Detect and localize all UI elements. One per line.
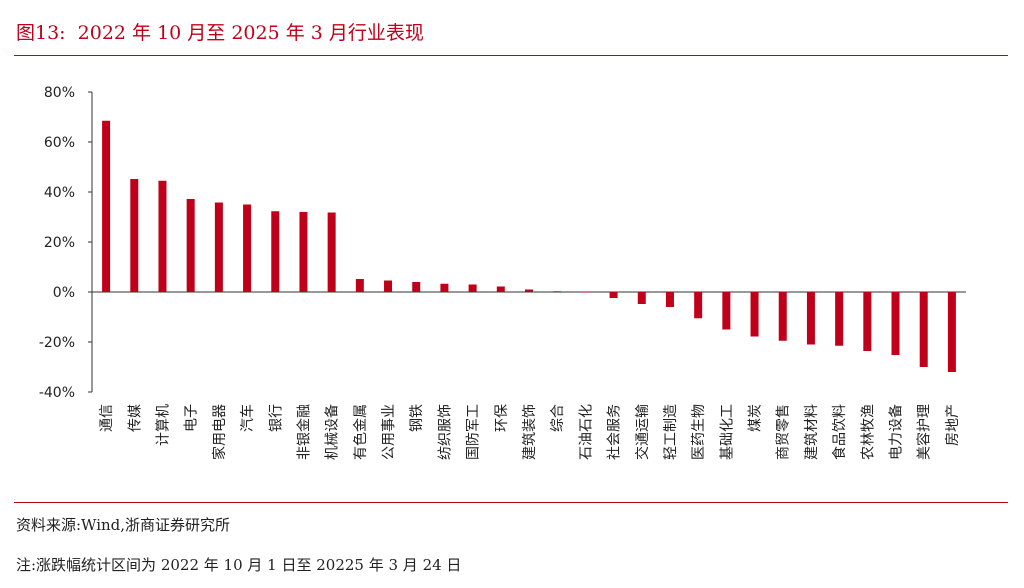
bar [214,202,223,292]
x-tick-label: 轻工制造 [663,404,679,460]
y-tick-label: 20% [44,235,75,251]
x-tick-label: 医药生物 [691,404,707,460]
bar [581,292,590,293]
x-tick-label: 计算机 [155,404,171,446]
x-tick-label: 电力设备 [888,404,905,460]
x-tick-label: 非银金融 [296,404,312,460]
y-tick-label: 40% [44,185,75,201]
bar [384,280,393,292]
y-tick-label: 60% [44,135,75,151]
x-tick-label: 家用电器 [211,404,228,460]
x-tick-label: 建筑材料 [804,404,820,460]
bar [243,204,252,292]
bar [637,292,646,304]
bar [299,212,308,292]
range-note: 注:涨跌幅统计区间为 2022 年 10 月 1 日至 20225 年 3 月 … [16,556,462,574]
bar [496,286,505,292]
y-tick-label: -40% [39,385,75,401]
x-tick-label: 综合 [550,404,566,432]
figure-title: 图13: 2022 年 10 月至 2025 年 3 月行业表现 [16,22,424,44]
bar [130,179,139,292]
x-tick-label: 农林牧渔 [860,404,876,460]
bar [806,292,815,345]
bar [750,292,759,337]
bar [102,120,111,292]
x-tick-label: 纺织服饰 [437,404,453,460]
bar [609,292,618,298]
bar [412,282,421,292]
x-tick-label: 房地产 [945,404,961,446]
x-tick-label: 基础化工 [718,404,735,460]
bar [863,292,872,351]
x-tick-label: 传媒 [127,404,143,432]
x-tick-label: 汽车 [239,404,256,432]
bar [468,284,477,292]
x-tick-label: 公用事业 [381,404,397,460]
bar [440,283,449,292]
bar [186,199,195,292]
x-tick-label: 社会服务 [607,404,623,460]
x-tick-label: 机械设备 [324,404,341,460]
bar [778,292,787,341]
y-tick-label: -20% [39,335,75,351]
y-tick-label: 0% [53,285,75,301]
x-tick-label: 交通运输 [634,404,651,460]
x-tick-label: 美容护理 [916,404,933,460]
x-tick-label: 国防军工 [466,404,482,460]
bar [553,291,562,292]
bar [327,212,336,292]
x-tick-label: 有色金属 [352,404,369,460]
x-tick-label: 商贸零售 [776,404,792,460]
x-tick-label: 煤炭 [748,404,764,432]
y-tick-label: 80% [44,85,75,101]
x-tick-label: 钢铁 [409,404,425,432]
bar [158,180,167,292]
x-tick-label: 环保 [494,404,510,432]
x-tick-label: 石油石化 [578,404,594,460]
title-rule [14,55,1008,56]
bar [271,211,280,292]
x-tick-label: 通信 [99,404,115,432]
bar [722,292,731,330]
bar [355,279,364,292]
bar [919,292,928,367]
source-note: 资料来源:Wind,浙商证券研究所 [16,516,231,534]
bar [835,292,844,346]
bar [694,292,703,319]
bar [947,292,956,372]
x-tick-label: 建筑装饰 [522,404,538,460]
bar-chart: 80% 60% 40% 20% 0% -20% -40% 通信 传媒 计算机 电子 家用电器 汽车 银行非… [39,85,966,460]
bar [665,292,674,307]
x-tick-label: 电子 [184,404,200,432]
bar [891,292,900,355]
footer-rule [14,502,1008,503]
bar [525,289,533,292]
x-tick-label: 银行 [268,404,284,432]
x-tick-label: 食品饮料 [831,404,848,460]
